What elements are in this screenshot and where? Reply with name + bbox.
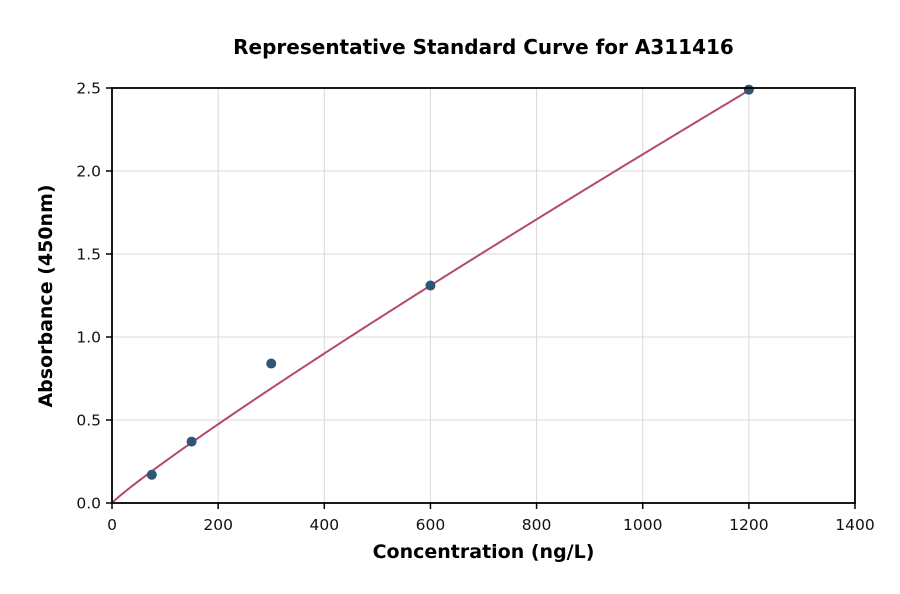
y-tick-label: 0.0 [76,495,101,513]
data-point [743,84,754,95]
x-tick-label: 800 [522,516,552,534]
chart-title: Representative Standard Curve for A31141… [233,35,734,59]
x-tick-label: 0 [107,516,117,534]
y-tick-label: 2.5 [76,80,101,98]
plot-border [111,87,856,504]
y-tick-label: 1.0 [76,329,101,347]
y-tick-label: 0.5 [76,412,101,430]
x-tick-label: 600 [416,516,446,534]
fit-curve [112,88,752,503]
x-tick-label: 1200 [729,516,768,534]
x-axis-label: Concentration (ng/L) [372,541,595,563]
data-point [425,280,436,291]
data-point [266,358,277,369]
data-point [146,469,157,480]
x-tick-label: 200 [203,516,233,534]
y-axis-label: Absorbance (450nm) [35,184,57,408]
data-point [186,436,197,447]
x-tick-label: 1400 [835,516,874,534]
y-tick-label: 1.5 [76,246,101,264]
x-tick-label: 400 [309,516,339,534]
y-tick-label: 2.0 [76,163,101,181]
x-tick-label: 1000 [623,516,662,534]
